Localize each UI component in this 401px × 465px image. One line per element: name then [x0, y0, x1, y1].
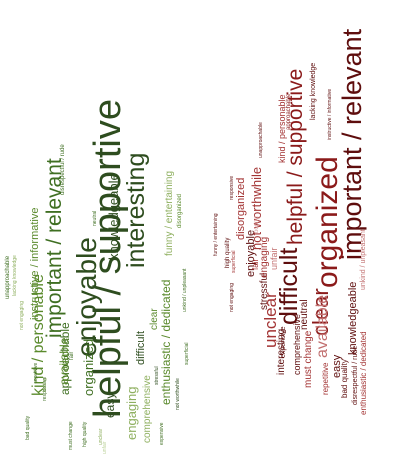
word: lacking knowledge	[310, 62, 317, 120]
word: approachable	[286, 93, 292, 130]
word: must change	[303, 330, 314, 388]
word: enthusiastic / dedicated	[359, 331, 368, 415]
word: organized	[311, 156, 344, 288]
word: unapproachable	[258, 122, 264, 158]
word: funny / entertaining	[213, 213, 219, 256]
word: stressful	[259, 272, 270, 310]
word: superficial	[231, 250, 237, 273]
word: responsive	[229, 175, 235, 200]
word: not engaging	[229, 283, 235, 312]
word: available	[314, 294, 331, 358]
word: high quality	[225, 237, 231, 268]
word: fair	[251, 258, 260, 270]
word: instructive / informative	[327, 88, 333, 140]
word: boring	[254, 216, 260, 233]
word: comprehensive	[292, 313, 302, 375]
word: unkind / unpleasant	[360, 229, 367, 290]
word: expensive	[280, 326, 287, 358]
word: bad quality	[340, 359, 349, 398]
word: unfair	[269, 247, 279, 270]
word: repetitive	[321, 362, 330, 395]
word: disrespectful / rude	[352, 345, 359, 405]
word: knowledgeable	[347, 281, 359, 355]
